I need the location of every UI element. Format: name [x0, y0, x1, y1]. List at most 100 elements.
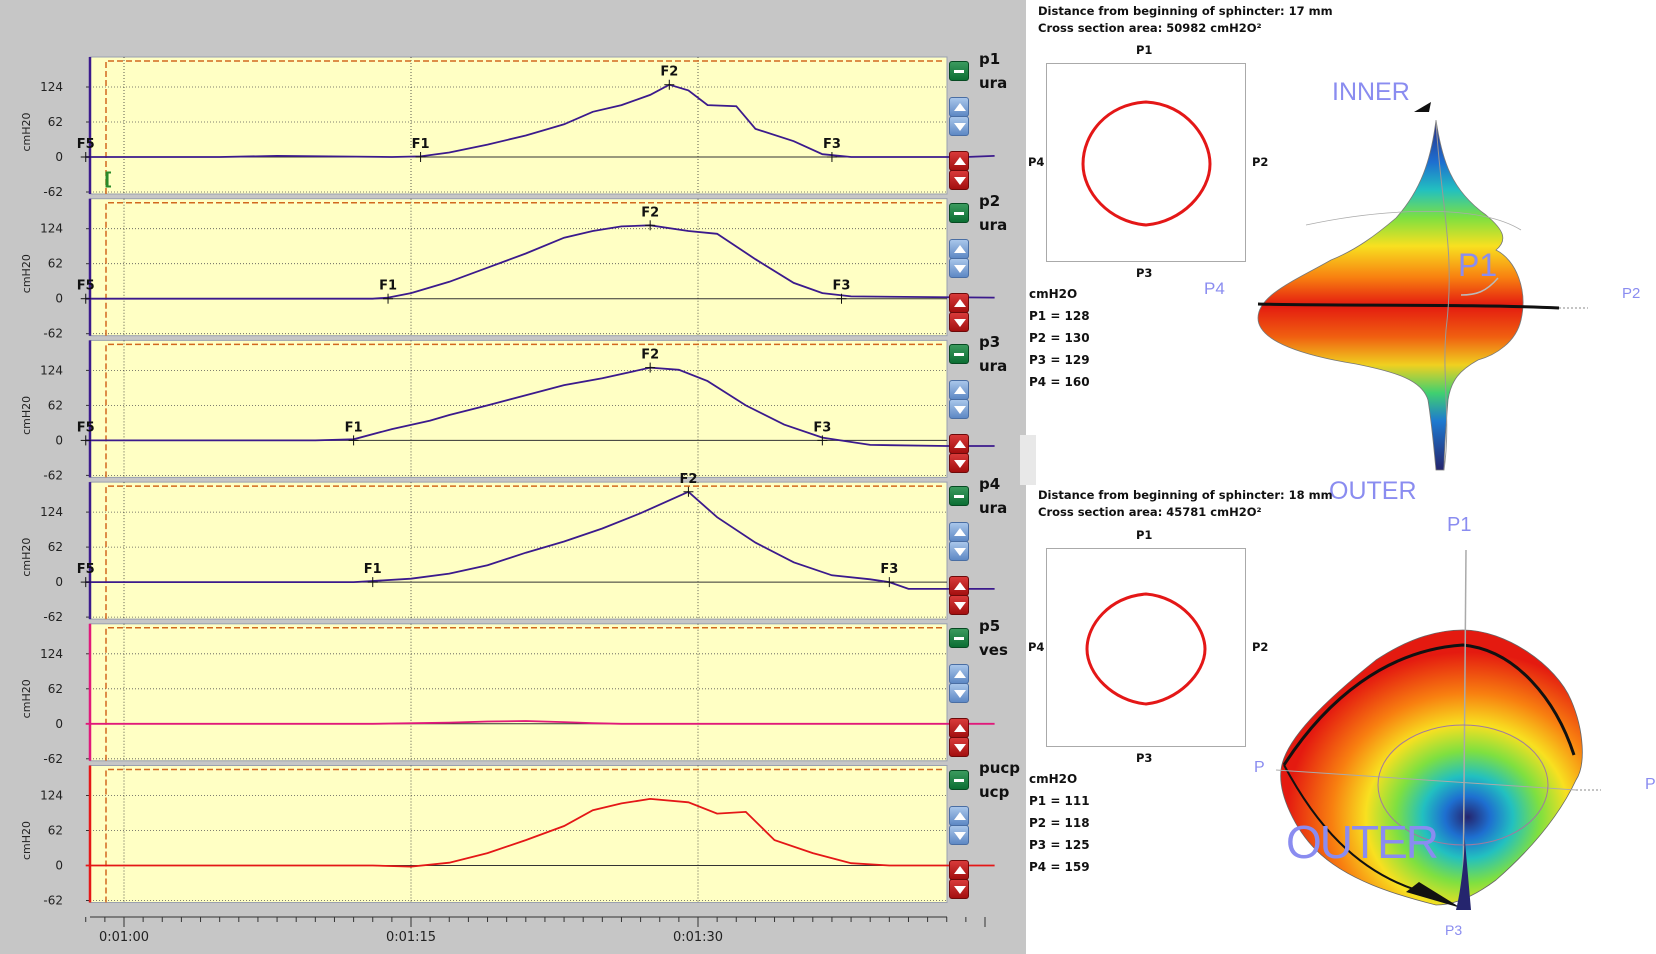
pressure-p2: P2 = 130 [1029, 331, 1090, 345]
zoom-out-button[interactable] [949, 61, 969, 81]
scale-up-button[interactable] [949, 97, 969, 117]
marker-label[interactable]: F3 [880, 562, 898, 577]
channel-panel-pucp[interactable]: 124 62 0 -62 cmH20 [20, 765, 995, 908]
marker-label[interactable]: F3 [813, 420, 831, 435]
channel-panel-p4[interactable]: 124 62 0 -62 cmH20 F5 F1 F2 F3 [20, 472, 995, 624]
marker-label[interactable]: F1 [379, 279, 397, 294]
marker-label[interactable]: F3 [823, 137, 841, 152]
channel-type: ura [979, 74, 1008, 92]
outer-label-bottom: OUTER [1286, 816, 1439, 868]
offset-down-button[interactable] [949, 736, 969, 757]
y-tick-label: -62 [43, 752, 63, 766]
marker-label[interactable]: F5 [77, 420, 95, 435]
offset-down-button[interactable] [949, 595, 969, 616]
scale-up-button[interactable] [949, 522, 969, 543]
y-tick-label: 124 [40, 505, 63, 519]
scale-down-button[interactable] [949, 824, 969, 845]
scale-up-button[interactable] [949, 663, 969, 684]
channel-type: ucp [979, 782, 1010, 801]
channel-plot-bg [89, 623, 948, 762]
cs2-label-bottom: P3 [1136, 751, 1153, 765]
trace-p4 [85, 490, 995, 590]
cs-label-bottom: P3 [1136, 266, 1153, 280]
marker-label[interactable]: F3 [833, 279, 851, 294]
marker-label[interactable]: F5 [77, 279, 95, 294]
y-tick-label: 124 [40, 80, 63, 94]
cross-section-plot [1046, 63, 1246, 262]
y-tick-label: 62 [48, 115, 63, 129]
sphincter-profile-3d-bottom[interactable] [1256, 550, 1656, 954]
pressure-p3: P3 = 129 [1029, 353, 1090, 367]
y-tick-label: -62 [43, 894, 63, 908]
p4-axis-label-bottom: P [1254, 759, 1265, 776]
y-tick-label: 62 [48, 682, 63, 696]
cross-section-contour [1081, 100, 1212, 227]
area-text: Cross section area: 50982 cmH2O² [1038, 21, 1262, 35]
pressure2-unit: cmH2O [1029, 772, 1078, 786]
marker-label[interactable]: F5 [77, 137, 95, 152]
scale-down-button[interactable] [949, 116, 969, 136]
y-axis-unit: cmH20 [20, 821, 33, 860]
offset-up-button[interactable] [949, 292, 969, 313]
zoom-out-button[interactable] [949, 769, 969, 790]
pressure-p4: P4 = 160 [1029, 375, 1090, 389]
channel-type: ura [979, 499, 1008, 518]
trace-p5 [85, 720, 995, 725]
scale-down-button[interactable] [949, 682, 969, 703]
panel-divider [1020, 435, 1036, 485]
channel-panel-p5[interactable]: 124 62 0 -62 cmH20 [20, 623, 995, 766]
offset-up-button[interactable] [949, 434, 969, 455]
marker-label[interactable]: F1 [412, 137, 430, 152]
marker-label[interactable]: F2 [641, 205, 659, 220]
cs-label-top: P1 [1136, 43, 1153, 57]
y-axis-unit: cmH20 [20, 396, 33, 435]
channel-name: p3 [979, 333, 1001, 352]
pressure-unit: cmH2O [1029, 287, 1078, 301]
y-tick-label: 62 [48, 398, 63, 412]
distance-text-2: Distance from beginning of sphincter: 18… [1038, 488, 1333, 502]
channel-panel-p3[interactable]: 124 62 0 -62 cmH20 F5 F1 F2 F3 [20, 339, 995, 482]
channel-plot-bg [89, 481, 948, 620]
channel-panel-p1[interactable]: 124 62 0 -62 cmH20 F5 F1 F2 F3 [ [20, 56, 995, 199]
offset-down-button[interactable] [949, 878, 969, 899]
offset-up-button[interactable] [949, 859, 969, 880]
p2-axis-label-bottom: P [1645, 776, 1656, 793]
y-axis-unit: cmH20 [20, 254, 33, 293]
zoom-out-button[interactable] [949, 486, 969, 507]
scale-up-button[interactable] [949, 238, 969, 259]
scale-down-button[interactable] [949, 399, 969, 420]
y-tick-label: -62 [43, 610, 63, 624]
scale-down-button[interactable] [949, 257, 969, 278]
offset-down-button[interactable] [949, 311, 969, 332]
marker-label[interactable]: F1 [364, 562, 382, 577]
offset-down-button[interactable] [949, 170, 969, 190]
offset-up-button[interactable] [949, 717, 969, 738]
trace-chart: 124 62 0 -62 cmH20 F5 F1 F2 F3 [124 62 0 -62 cmH20 F5 F… [20, 56, 995, 945]
sphincter-profile-3d[interactable] [1246, 80, 1656, 500]
marker-label[interactable]: F2 [660, 65, 678, 80]
offset-up-button[interactable] [949, 576, 969, 597]
offset-down-button[interactable] [949, 453, 969, 474]
y-axis-unit: cmH20 [20, 538, 33, 577]
cs-label-left: P4 [1028, 155, 1045, 169]
marker-label[interactable]: F1 [345, 420, 363, 435]
scale-up-button[interactable] [949, 380, 969, 401]
channel-panel-p2[interactable]: 124 62 0 -62 cmH20 F5 F1 F2 F3 [20, 198, 995, 341]
pressure2-p2: P2 = 118 [1029, 816, 1090, 830]
channel-name: p4 [979, 475, 1001, 494]
marker-label[interactable]: F2 [641, 348, 659, 363]
scale-up-button[interactable] [949, 805, 969, 826]
zoom-out-button[interactable] [949, 202, 969, 223]
channel-name: pucp [979, 758, 1021, 777]
scale-down-button[interactable] [949, 541, 969, 562]
marker-label[interactable]: F2 [679, 472, 697, 487]
channel-name: p5 [979, 616, 1001, 635]
offset-up-button[interactable] [949, 151, 969, 171]
distance-text: Distance from beginning of sphincter: 17… [1038, 4, 1333, 18]
trace-panel: 124 62 0 -62 cmH20 F5 F1 F2 F3 [124 62 0 -62 cmH20 F5 F… [0, 0, 1026, 954]
zoom-out-button[interactable] [949, 344, 969, 365]
time-tick-label: 0:01:00 [99, 930, 149, 945]
marker-label[interactable]: F5 [77, 562, 95, 577]
y-axis-unit: cmH20 [20, 112, 33, 151]
zoom-out-button[interactable] [949, 627, 969, 648]
